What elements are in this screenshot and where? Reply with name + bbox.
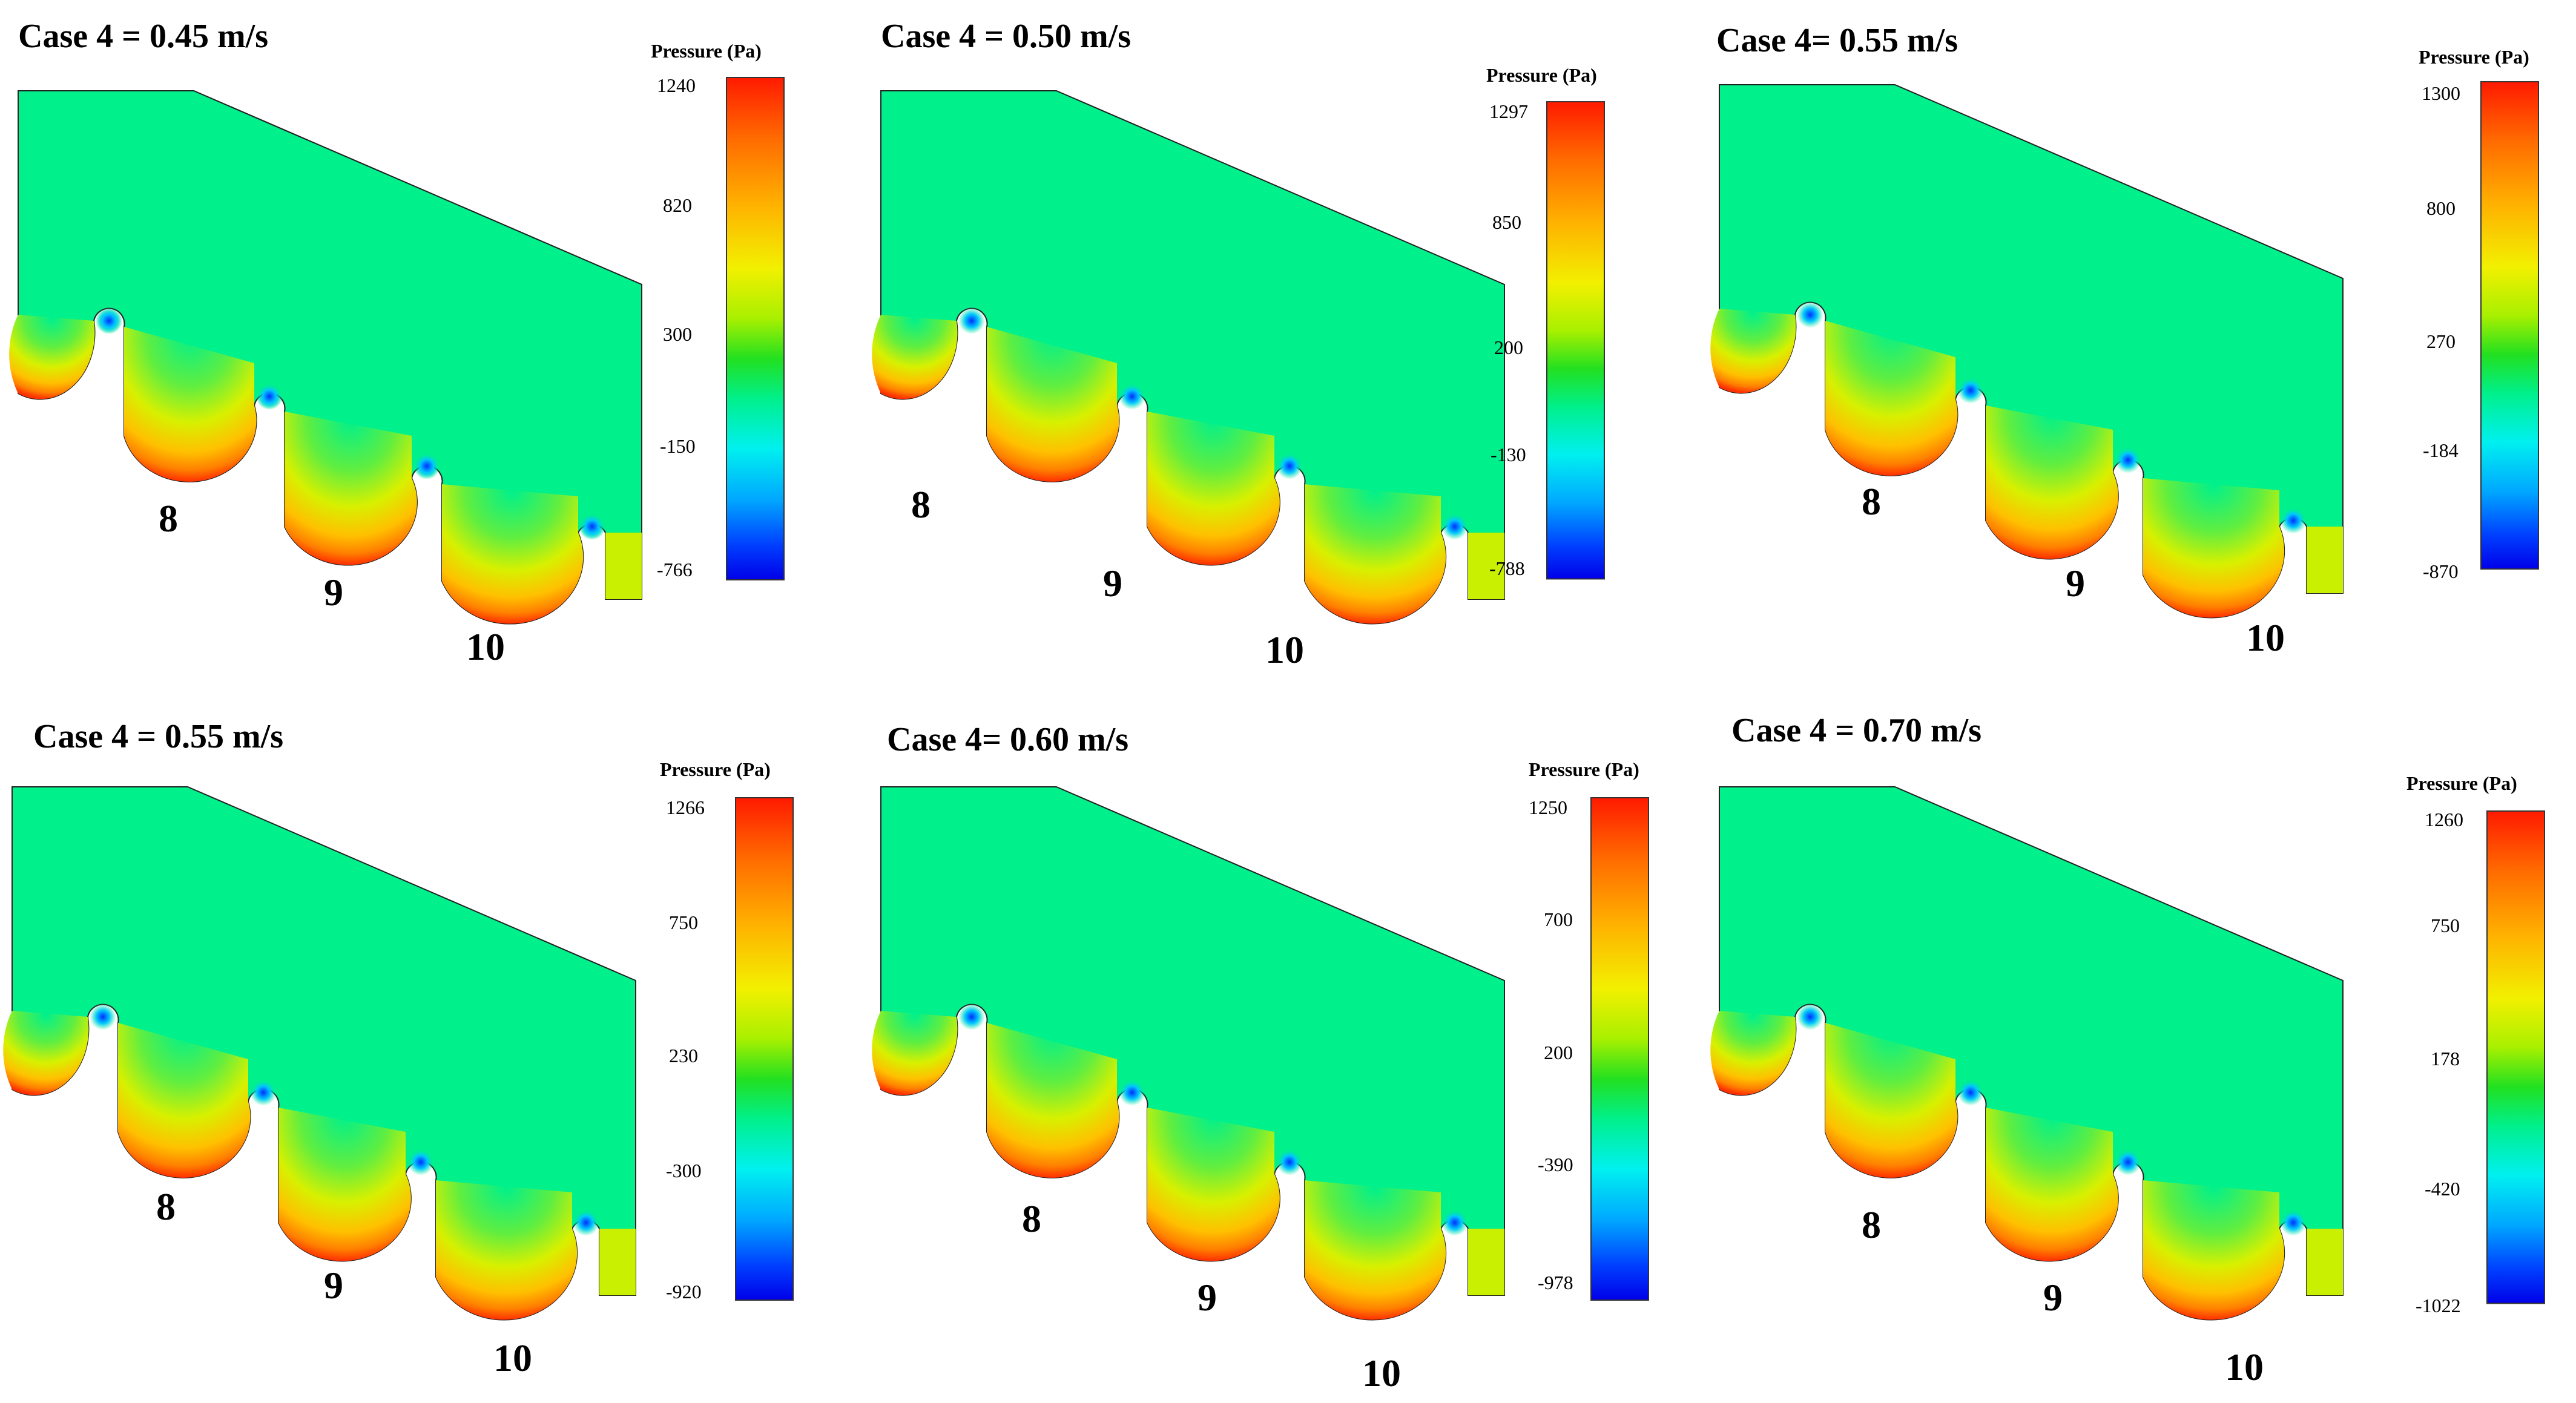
cavity-label-9: 9 xyxy=(324,1264,343,1307)
panel-case-0-60: Case 4= 0.60 m/s 8 9 10 Pressure (Pa) 12… xyxy=(871,721,1649,1395)
colorbar xyxy=(1590,797,1649,1301)
panel-title: Case 4 = 0.50 m/s xyxy=(881,18,1131,55)
cavity-label-9: 9 xyxy=(1103,562,1122,605)
colorbar-tick: -150 xyxy=(660,435,696,457)
panel-title: Case 4 = 0.45 m/s xyxy=(18,18,268,55)
cavity-label-9: 9 xyxy=(2066,562,2085,605)
colorbar-title: Pressure (Pa) xyxy=(660,758,771,780)
pressure-field xyxy=(871,786,1505,1321)
panel-case-0-45: Case 4 = 0.45 m/s 8 9 10 Pressure (Pa) 1… xyxy=(8,18,785,668)
panel-title: Case 4 = 0.70 m/s xyxy=(1731,712,1981,749)
cavity-label-8: 8 xyxy=(1862,1203,1881,1246)
colorbar-tick: 1266 xyxy=(666,797,705,818)
colorbar-tick: 200 xyxy=(1544,1042,1573,1063)
panel-case-0-55-b: Case 4 = 0.55 m/s 8 9 10 Pressure (Pa) 1… xyxy=(2,718,794,1379)
colorbar-tick: 750 xyxy=(2431,915,2460,936)
pressure-field xyxy=(2,786,636,1321)
colorbar-tick: 200 xyxy=(1494,337,1523,358)
colorbar-tick: -920 xyxy=(666,1281,702,1303)
colorbar-tick: -390 xyxy=(1538,1154,1573,1175)
cavity-label-8: 8 xyxy=(1022,1197,1041,1240)
pressure-field xyxy=(871,90,1505,625)
colorbar-tick: 270 xyxy=(2426,330,2456,352)
cavity-label-8: 8 xyxy=(1862,480,1881,523)
panel-title: Case 4 = 0.55 m/s xyxy=(33,718,283,755)
colorbar-tick: 1240 xyxy=(657,74,696,96)
cavity-label-10: 10 xyxy=(1265,628,1304,671)
colorbar-tick: -766 xyxy=(657,559,693,580)
cavity-label-10: 10 xyxy=(2225,1346,2264,1388)
colorbar-tick: -1022 xyxy=(2416,1295,2461,1316)
colorbar xyxy=(1546,101,1605,580)
colorbar-tick: -978 xyxy=(1538,1272,1573,1293)
cavity-label-8: 8 xyxy=(156,1185,176,1228)
colorbar xyxy=(726,77,785,580)
colorbar-tick: -130 xyxy=(1491,444,1526,465)
pressure-field xyxy=(1710,786,2344,1321)
colorbar-title: Pressure (Pa) xyxy=(651,40,762,62)
cavity-label-8: 8 xyxy=(911,483,931,526)
colorbar-title: Pressure (Pa) xyxy=(2406,772,2517,794)
cavity-label-10: 10 xyxy=(466,625,505,668)
cavity-label-9: 9 xyxy=(1197,1276,1217,1319)
colorbar-tick: 750 xyxy=(669,912,698,933)
panel-case-0-50: Case 4 = 0.50 m/s 8 9 10 Pressure (Pa) 1… xyxy=(871,18,1605,671)
colorbar-tick: 1297 xyxy=(1489,100,1528,122)
panel-title: Case 4= 0.60 m/s xyxy=(887,721,1128,758)
panel-case-0-55-a: Case 4= 0.55 m/s 8 9 10 Pressure (Pa) 13… xyxy=(1710,22,2539,659)
colorbar-tick: 700 xyxy=(1544,908,1573,930)
pressure-field xyxy=(1710,84,2344,619)
colorbar-tick: -184 xyxy=(2423,439,2459,461)
colorbar-tick: 178 xyxy=(2431,1048,2460,1070)
colorbar xyxy=(2480,81,2539,570)
cavity-label-8: 8 xyxy=(159,497,178,540)
colorbar-tick: -420 xyxy=(2425,1178,2460,1200)
colorbar-tick: 230 xyxy=(669,1045,698,1066)
cavity-label-9: 9 xyxy=(2043,1276,2063,1319)
cavity-label-10: 10 xyxy=(2246,616,2285,659)
colorbar-tick: 1260 xyxy=(2425,809,2463,830)
cavity-label-10: 10 xyxy=(1362,1352,1401,1395)
colorbar xyxy=(2486,810,2545,1304)
colorbar-tick: -788 xyxy=(1489,557,1525,579)
cavity-label-9: 9 xyxy=(324,571,343,614)
colorbar-tick: 1300 xyxy=(2422,82,2460,104)
colorbar-tick: -870 xyxy=(2423,560,2459,582)
colorbar-tick: 820 xyxy=(663,194,692,216)
colorbar-title: Pressure (Pa) xyxy=(1486,64,1597,86)
cavity-label-10: 10 xyxy=(493,1336,532,1379)
panel-title: Case 4= 0.55 m/s xyxy=(1716,22,1958,59)
pressure-field xyxy=(8,90,642,625)
colorbar-tick: 850 xyxy=(1492,211,1521,233)
colorbar-tick: -300 xyxy=(666,1160,702,1181)
colorbar-tick: 800 xyxy=(2426,197,2456,219)
colorbar xyxy=(735,797,794,1301)
colorbar-title: Pressure (Pa) xyxy=(1529,758,1639,780)
colorbar-tick: 300 xyxy=(663,323,692,345)
panel-case-0-70: Case 4 = 0.70 m/s 8 9 10 Pressure (Pa) 1… xyxy=(1710,712,2545,1388)
colorbar-tick: 1250 xyxy=(1529,797,1567,818)
colorbar-title: Pressure (Pa) xyxy=(2419,46,2529,68)
